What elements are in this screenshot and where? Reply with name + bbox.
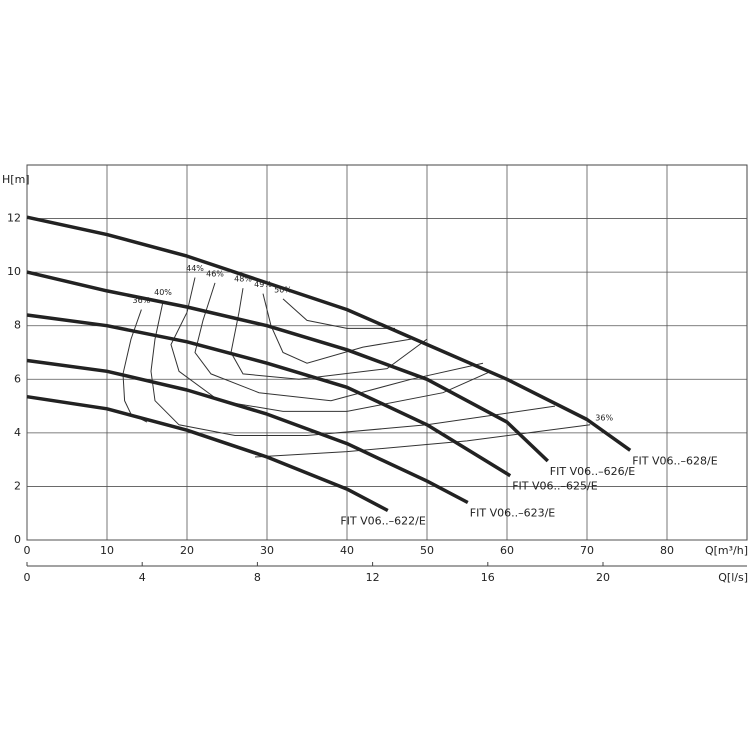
x-tick-label: 70 [580, 544, 594, 557]
y-tick-label: 6 [14, 372, 21, 385]
x-tick-label: 10 [100, 544, 114, 557]
plot-frame [26, 164, 748, 541]
efficiency-label: 44% [186, 264, 204, 273]
efficiency-label: 36% [595, 413, 613, 422]
x-tick-label: 50 [420, 544, 434, 557]
x-tick-label: 60 [500, 544, 514, 557]
x2-tick-label: 4 [139, 571, 146, 584]
curve-label: FIT V06..–626/E [550, 465, 636, 478]
x-tick-label: 0 [24, 544, 31, 557]
efficiency-label: 36% [133, 296, 151, 305]
pump-curve [26, 358, 469, 505]
efficiency-curve [262, 293, 412, 364]
efficiency-curve [230, 288, 428, 380]
x-tick-label: 20 [180, 544, 194, 557]
efficiency-label: 40% [154, 288, 172, 297]
y-tick-label: 8 [14, 319, 21, 332]
efficiency-label: 48% [234, 275, 252, 284]
efficiency-curve [194, 282, 484, 402]
y-tick-label: 12 [7, 212, 21, 225]
y-tick-label: 4 [14, 426, 21, 439]
pump-curve [26, 215, 632, 452]
y-tick-label: 10 [7, 265, 21, 278]
x-axis-label: Q[m³/h] [705, 544, 748, 557]
curve-label: FIT V06..–625/E [512, 480, 598, 493]
y-tick-label: 2 [14, 479, 21, 492]
curve-label: FIT V06..–623/E [470, 507, 556, 520]
y-axis-label: H[m] [2, 173, 30, 186]
curve-label: FIT V06..–628/E [632, 454, 718, 467]
x2-tick-label: 0 [24, 571, 31, 584]
y-tick-label: 0 [14, 533, 21, 546]
x-tick-label: 30 [260, 544, 274, 557]
x-tick-label: 80 [660, 544, 674, 557]
pump-curve [26, 270, 550, 463]
curve-label: FIT V06..–622/E [340, 515, 426, 528]
x2-tick-label: 8 [254, 571, 261, 584]
x2-tick-label: 16 [481, 571, 495, 584]
efficiency-label: 46% [206, 269, 224, 278]
efficiency-curve [150, 301, 556, 436]
efficiency-label: 49% [254, 280, 272, 289]
pump-curve [26, 394, 389, 513]
efficiency-curve [282, 298, 395, 329]
x2-tick-label: 12 [366, 571, 380, 584]
x-tick-label: 40 [340, 544, 354, 557]
x2-tick-label: 20 [596, 571, 610, 584]
x2-axis-label: Q[l/s] [718, 571, 748, 584]
pump-curve [26, 313, 512, 478]
